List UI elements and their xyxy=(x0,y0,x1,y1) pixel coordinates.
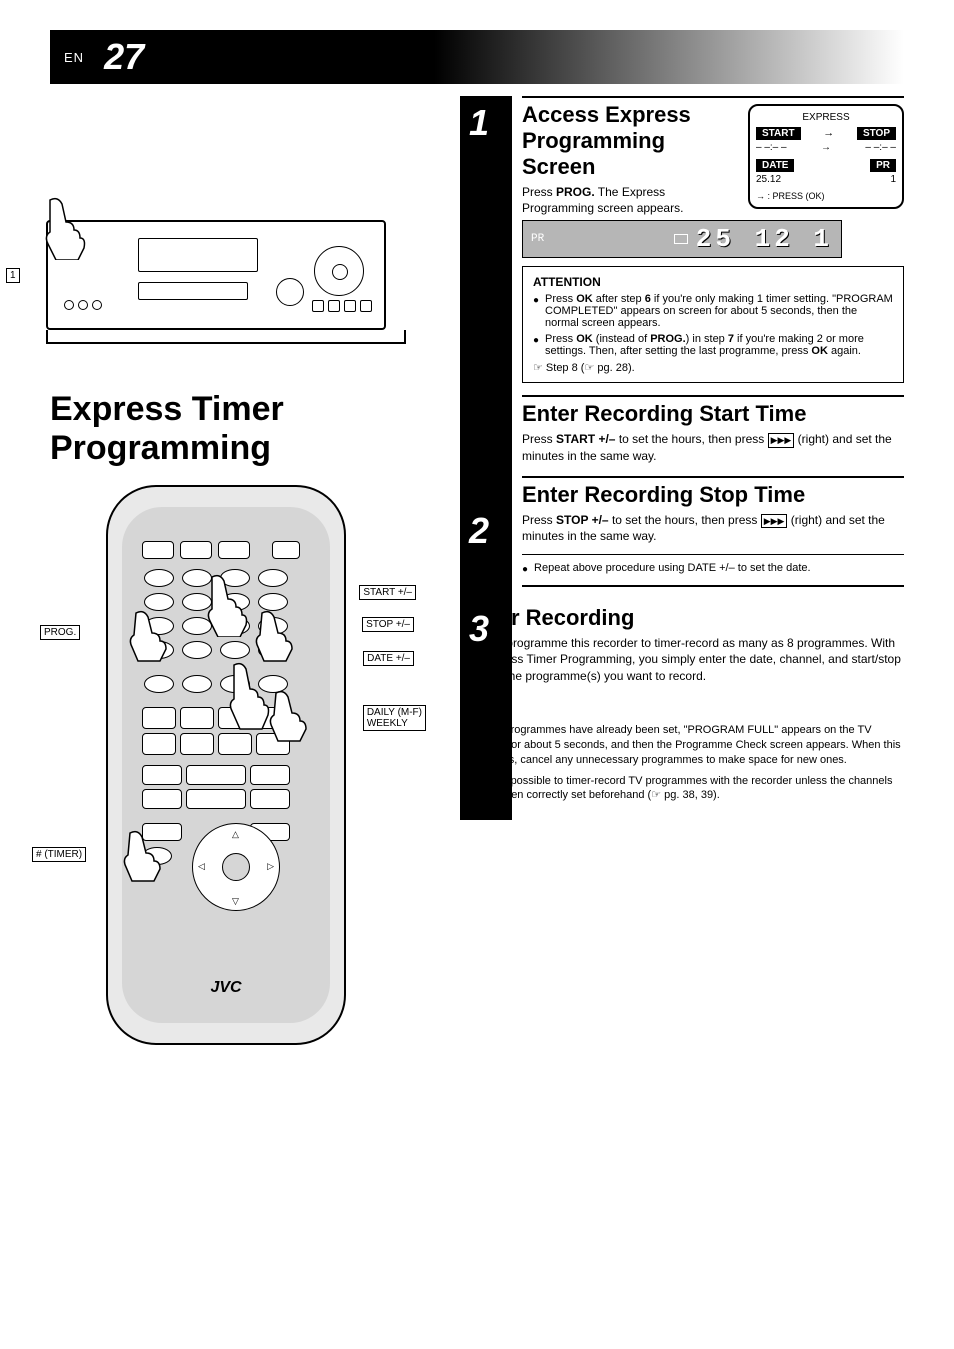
remote-illustration: △ ▽ ◁ ▷ JVC PROG. START + xyxy=(96,485,356,1045)
remote-logo: JVC xyxy=(122,979,330,997)
header-lang: EN xyxy=(64,50,84,65)
front-panel-display: PR 25 12 1 xyxy=(522,220,842,258)
header-page-number: 27 xyxy=(104,36,144,78)
header-bar: EN 27 xyxy=(50,30,904,84)
remote-label-stop: STOP +/– xyxy=(362,617,414,632)
remote-label-timer: # (TIMER) xyxy=(32,847,86,862)
step3-body: Press STOP +/– to set the hours, then pr… xyxy=(522,512,904,544)
step-number-3: 3 xyxy=(469,608,489,650)
step2-title: Enter Recording Start Time xyxy=(522,401,904,427)
step-number-2: 2 xyxy=(469,510,489,552)
page-title: Express Timer Programming xyxy=(50,390,430,468)
step-spine: 1 2 3 xyxy=(460,96,512,820)
osd-panel: EXPRESS START → STOP – –:– –→– –:– – DAT… xyxy=(748,104,904,209)
vcr-callout-label: 1 xyxy=(6,268,20,283)
remote-label-start: START +/– xyxy=(359,585,416,600)
section-intro: You can programme this recorder to timer… xyxy=(460,635,904,685)
remote-label-daily: DAILY (M-F) WEEKLY xyxy=(363,705,426,731)
vcr-illustration: JVC 1 xyxy=(46,220,406,360)
step2-body: Press START +/– to set the hours, then p… xyxy=(522,431,904,463)
section-heading: Timer Recording xyxy=(460,605,904,631)
remote-label-date: DATE +/– xyxy=(363,651,414,666)
step-number-1: 1 xyxy=(469,102,489,144)
remote-label-prog: PROG. xyxy=(40,625,80,640)
attention-box: ATTENTION Press OK after step 6 if you'r… xyxy=(522,266,904,383)
step3-title: Enter Recording Stop Time xyxy=(522,482,904,508)
notes-list: If all 8 programmes have already been se… xyxy=(460,723,904,803)
